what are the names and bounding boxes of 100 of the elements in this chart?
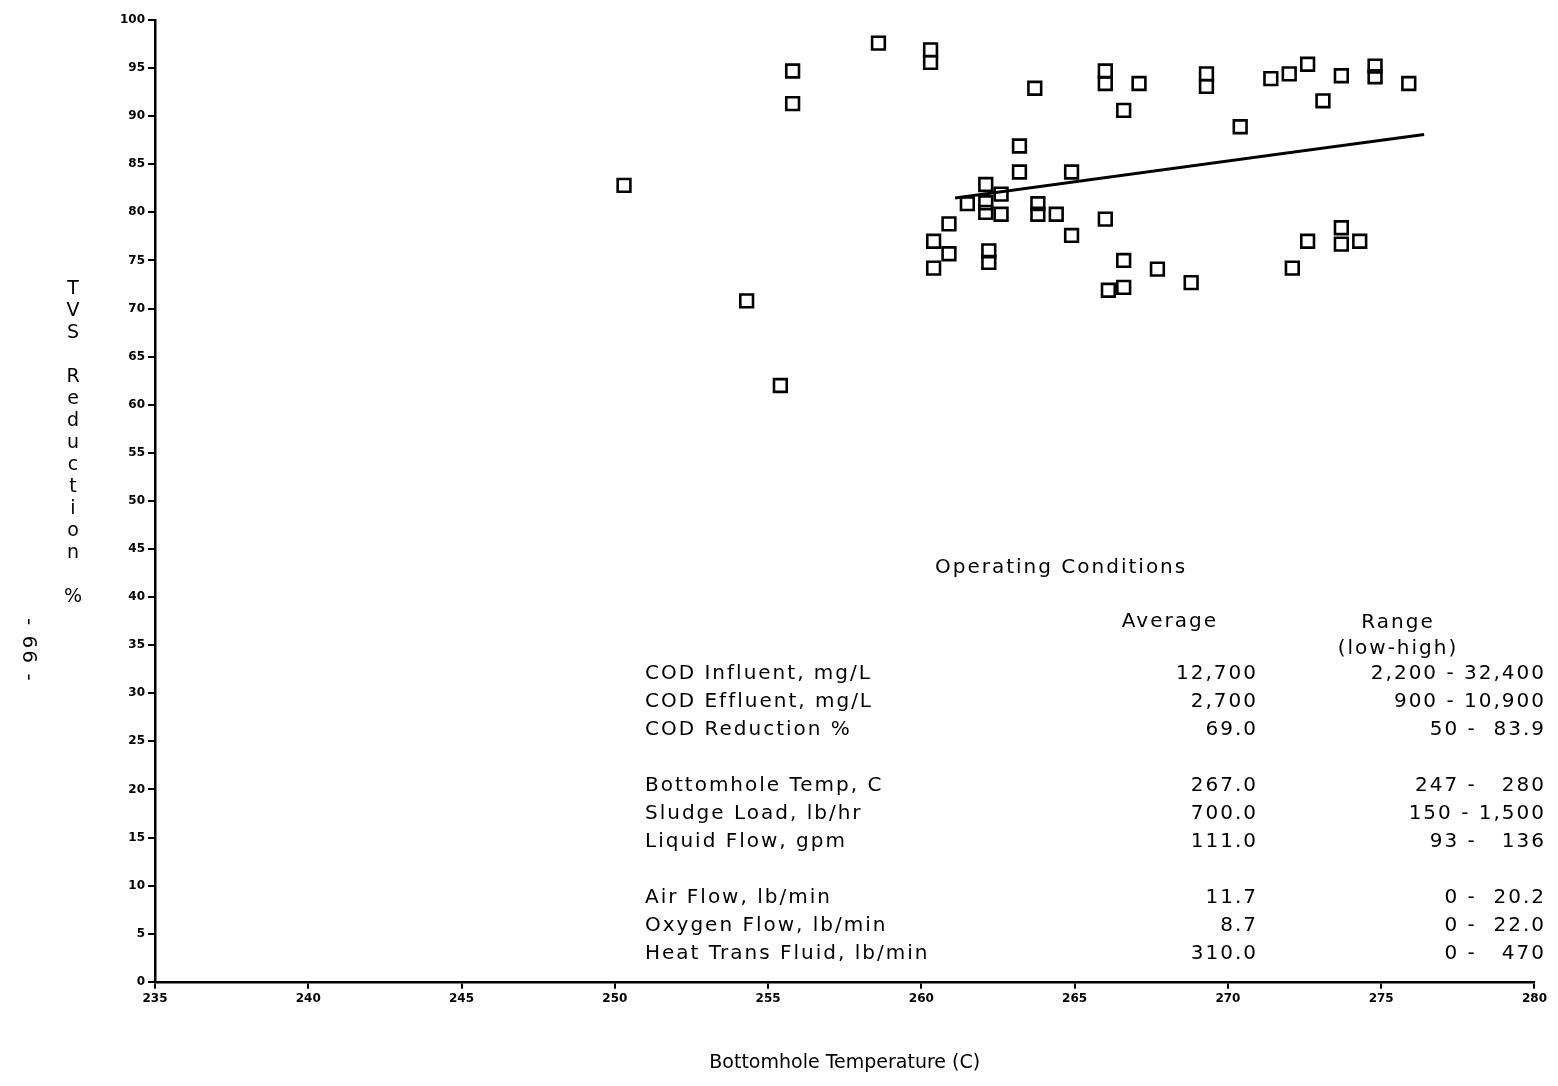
annotation: Operating Conditions: [935, 554, 1188, 578]
annotation: 0 - 470: [1443, 940, 1546, 964]
annotation: Heat Trans Fluid, lb/min: [645, 940, 930, 964]
x-axis-title: Bottomhole Temperature (C): [709, 1049, 981, 1072]
point: [1367, 69, 1383, 85]
point: [1116, 252, 1132, 269]
point: [941, 216, 957, 232]
annotation: 247 - 280: [1414, 772, 1546, 796]
point: [1011, 138, 1028, 154]
point: [1333, 220, 1350, 236]
y-tick-label: 25: [128, 733, 145, 748]
point: [1352, 233, 1368, 249]
point: [784, 96, 801, 112]
y-tick-label: 20: [128, 781, 145, 796]
point: [1063, 227, 1080, 244]
annotation: 12,700: [1175, 660, 1258, 684]
y-tick-label: 60: [128, 396, 145, 411]
y-tick-label: 50: [128, 493, 145, 508]
x-tick-label: 275: [1368, 991, 1394, 1006]
point: [978, 195, 994, 211]
annotation: 0 - 22.0: [1443, 912, 1546, 936]
annotation: COD Effluent, mg/L: [645, 688, 874, 712]
y-tick-label: 100: [119, 12, 145, 27]
point: [1097, 75, 1113, 92]
annotation: Bottomhole Temp, C: [645, 772, 884, 796]
point: [1131, 75, 1147, 92]
point: [1097, 211, 1113, 227]
point: [1232, 119, 1248, 135]
annotation: Air Flow, lb/min: [645, 884, 832, 908]
point: [1048, 206, 1064, 222]
point: [1030, 206, 1046, 222]
annotation: Average: [1120, 608, 1218, 632]
y-tick-label: 10: [128, 877, 145, 892]
point: [1198, 78, 1215, 95]
annotation: 50 - 83.9: [1428, 716, 1546, 740]
y-tick-label: 90: [128, 108, 145, 123]
y-tick-label: 35: [128, 637, 145, 652]
point: [772, 377, 789, 394]
point: [616, 177, 632, 194]
annotation: Range (low-high): [1336, 608, 1460, 660]
y-axis-title: TVS Reduction %: [62, 276, 84, 606]
x-tick-label: 265: [1062, 991, 1088, 1006]
point: [1116, 279, 1132, 296]
x-tick-label: 280: [1521, 991, 1548, 1006]
point: [1315, 93, 1331, 109]
annotation: COD Influent, mg/L: [645, 660, 872, 684]
point: [1030, 196, 1046, 212]
point: [993, 206, 1009, 222]
point: [1063, 164, 1080, 180]
y-tick-label: 0: [136, 973, 145, 988]
y-tick-label: 75: [128, 252, 145, 267]
annotation: 150 - 1,500: [1407, 800, 1546, 824]
point: [925, 233, 942, 249]
point: [941, 246, 957, 262]
annotation: 267.0: [1189, 772, 1258, 796]
point: [978, 176, 994, 193]
annotation: Oxygen Flow, lb/min: [645, 912, 888, 936]
point: [1027, 80, 1043, 96]
y-tick-label: 80: [128, 204, 145, 219]
y-tick-label: 30: [128, 685, 145, 700]
point: [870, 35, 887, 51]
point: [981, 254, 997, 271]
point: [1011, 164, 1028, 180]
annotation: 11.7: [1204, 884, 1258, 908]
point: [925, 260, 942, 276]
annotation: 900 - 10,900: [1392, 688, 1546, 712]
point: [1333, 236, 1350, 252]
annotation: 2,700: [1189, 688, 1258, 712]
y-tick-label: 95: [128, 60, 145, 75]
y-tick-label: 15: [128, 829, 145, 844]
annotation: Sludge Load, lb/hr: [645, 800, 863, 824]
x-tick-label: 260: [908, 991, 934, 1006]
x-tick-label: 250: [602, 991, 628, 1006]
y-tick-label: 65: [128, 348, 145, 363]
point: [993, 186, 1009, 202]
point: [1100, 282, 1117, 298]
y-tick-label: 70: [128, 300, 145, 315]
annotation: Liquid Flow, gpm: [645, 828, 847, 852]
point: [1183, 274, 1199, 291]
annotation: 0 - 20.2: [1443, 884, 1546, 908]
point: [1299, 233, 1316, 249]
point: [1263, 71, 1279, 87]
x-tick-label: 240: [295, 991, 321, 1006]
y-tick-label: 5: [136, 925, 145, 940]
point: [738, 293, 755, 309]
annotation: 111.0: [1189, 828, 1258, 852]
point: [1116, 102, 1132, 119]
point: [981, 243, 997, 259]
x-tick-label: 255: [755, 991, 781, 1006]
annotation: 8.7: [1219, 912, 1258, 936]
y-tick-label: 85: [128, 156, 145, 171]
annotation: 2,200 - 32,400: [1369, 660, 1546, 684]
point: [1367, 58, 1383, 74]
annotation: 310.0: [1189, 940, 1258, 964]
point: [922, 42, 939, 58]
x-tick-label: 235: [142, 991, 168, 1006]
point: [922, 54, 939, 70]
annotation: 93 - 136: [1428, 828, 1546, 852]
point: [784, 63, 801, 79]
annotation: 69.0: [1204, 716, 1258, 740]
